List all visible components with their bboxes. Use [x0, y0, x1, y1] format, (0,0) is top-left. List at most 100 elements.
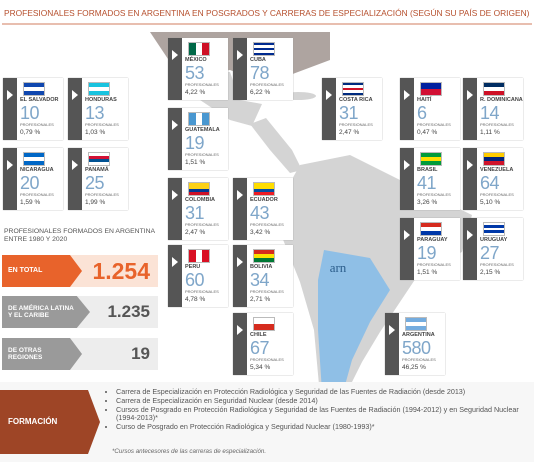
- flag-stripe: [254, 43, 274, 46]
- country-unit: PROFESIONALES: [417, 192, 451, 197]
- country-name: R. DOMINICANA: [480, 97, 523, 103]
- country-name: NICARAGUA: [20, 167, 54, 173]
- country-card: R. DOMINICANA 14 PROFESIONALES 1,11 %: [463, 78, 523, 140]
- flag-stripe: [421, 153, 441, 157]
- footer-item: Carrera de Especialización en Protección…: [116, 388, 526, 396]
- flag: [188, 112, 210, 126]
- flag-stripe: [89, 91, 109, 95]
- card-strip: [400, 78, 414, 140]
- country-card: COLOMBIA 31 PROFESIONALES 2,47 %: [168, 178, 228, 240]
- country-card: CHILE 67 PROFESIONALES 5,34 %: [233, 313, 293, 375]
- country-unit: PROFESIONALES: [480, 122, 514, 127]
- flag: [342, 82, 364, 96]
- country-share: 2,47 %: [185, 229, 206, 236]
- country-name: ARGENTINA: [402, 332, 435, 338]
- country-count: 53: [185, 63, 205, 83]
- country-share: 1,03 %: [85, 129, 106, 136]
- card-strip: [68, 78, 82, 140]
- flag-stripe: [254, 324, 274, 330]
- flag-stripe: [189, 189, 209, 192]
- flag-stripe: [89, 83, 109, 87]
- row-label: EN TOTAL: [8, 267, 43, 274]
- country-unit: PROFESIONALES: [185, 152, 219, 157]
- flag-stripe: [484, 91, 504, 95]
- card-arrow: [172, 257, 178, 267]
- flag-stripe: [421, 83, 441, 89]
- card-arrow: [72, 160, 78, 170]
- card-strip: [400, 148, 414, 210]
- country-unit: PROFESIONALES: [185, 289, 219, 294]
- country-share: 4,22 %: [185, 89, 206, 96]
- card-arrow: [404, 230, 410, 240]
- flag-stripe: [24, 153, 44, 157]
- country-card: GUATEMALA 19 PROFESIONALES 1,51 %: [168, 108, 228, 170]
- country-card: MÉXICO 53 PROFESIONALES 4,22 %: [168, 38, 228, 100]
- flag-stripe: [195, 250, 203, 262]
- flag-stripe: [484, 227, 504, 231]
- country-unit: PROFESIONALES: [20, 122, 54, 127]
- flag-stripe: [343, 90, 363, 93]
- country-count: 14: [480, 103, 500, 123]
- country-share: 1,51 %: [417, 269, 438, 276]
- card-arrow: [237, 325, 243, 335]
- card-strip: [233, 38, 247, 100]
- flag-stripe: [254, 186, 274, 189]
- footer: FORMACIÓN Carrera de Especialización en …: [0, 382, 534, 462]
- card-arrow: [404, 90, 410, 100]
- country-card: PANAMÁ 25 PROFESIONALES 1,99 %: [68, 148, 128, 210]
- card-arrow: [467, 230, 473, 240]
- country-unit: PROFESIONALES: [417, 122, 451, 127]
- country-share: 6,22 %: [250, 89, 271, 96]
- footer-heading: FORMACIÓN: [8, 417, 58, 426]
- flag: [188, 182, 210, 196]
- country-share: 3,26 %: [417, 199, 438, 206]
- card-arrow: [7, 90, 13, 100]
- row-value: 1.235: [107, 302, 150, 321]
- country-card: VENEZUELA 64 PROFESIONALES 5,10 %: [463, 148, 523, 210]
- card-strip: [168, 245, 182, 307]
- country-count: 31: [185, 203, 205, 223]
- card-arrow: [172, 50, 178, 60]
- country-card: ECUADOR 43 PROFESIONALES 3,42 %: [233, 178, 293, 240]
- card-strip: [168, 178, 182, 240]
- country-share: 1,11 %: [480, 129, 500, 136]
- flag-stripe: [484, 83, 504, 87]
- country-count: 67: [250, 338, 270, 358]
- card-arrow: [237, 190, 243, 200]
- country-share: 1,51 %: [185, 159, 206, 166]
- country-share: 5,34 %: [250, 364, 271, 371]
- country-unit: PROFESIONALES: [339, 122, 373, 127]
- country-name: PARAGUAY: [417, 237, 448, 243]
- flag: [253, 249, 275, 263]
- flag-stripe: [202, 43, 210, 55]
- country-name: GUATEMALA: [185, 127, 220, 133]
- row-value: 1.254: [92, 258, 150, 284]
- footer-item: Carrera de Especialización en Seguridad …: [116, 397, 526, 405]
- footer-item: Curso de Posgrado en Protección Radiológ…: [116, 423, 526, 431]
- country-name: PANAMÁ: [85, 167, 109, 173]
- card-strip: [168, 38, 182, 100]
- country-name: COLOMBIA: [185, 197, 215, 203]
- country-share: 4,78 %: [185, 296, 206, 303]
- card-strip: [463, 218, 477, 280]
- flag: [420, 222, 442, 236]
- country-share: 1,59 %: [20, 199, 41, 206]
- country-count: 13: [85, 103, 105, 123]
- flag-stripe: [254, 52, 274, 56]
- flag-stripe: [484, 223, 504, 226]
- country-unit: PROFESIONALES: [185, 82, 219, 87]
- country-unit: PROFESIONALES: [480, 262, 514, 267]
- country-name: HAITÍ: [417, 97, 432, 103]
- flag-stripe: [484, 230, 504, 233]
- flag-stripe: [24, 161, 44, 165]
- country-name: BOLIVIA: [250, 264, 273, 270]
- flag-stripe: [406, 326, 426, 330]
- country-count: 25: [85, 173, 105, 193]
- card-arrow: [7, 160, 13, 170]
- flag-stripe: [24, 91, 44, 95]
- flag: [420, 152, 442, 166]
- country-name: ECUADOR: [250, 197, 278, 203]
- country-name: COSTA RICA: [339, 97, 373, 103]
- country-count: 78: [250, 63, 270, 83]
